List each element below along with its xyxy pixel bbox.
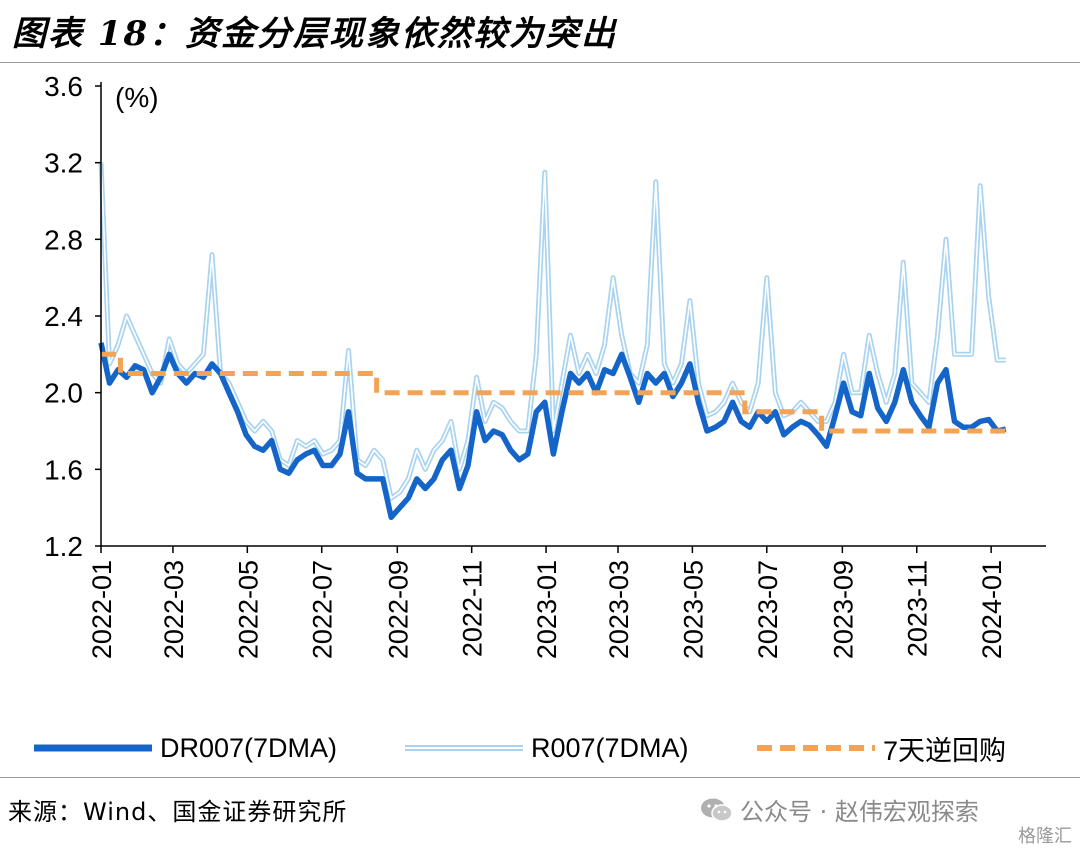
legend-label-reverse-repo: 7天逆回购 (883, 735, 1007, 766)
legend-label-dr007: DR007(7DMA) (160, 732, 338, 763)
series-r007-line (98, 162, 1006, 501)
x-tick-label: 2023-05 (678, 560, 708, 659)
x-tick-label: 2024-01 (977, 560, 1007, 659)
watermark: 公众号 · 赵伟宏观探索 (700, 792, 979, 827)
x-tick-label: 2022-03 (159, 560, 189, 659)
title-divider (0, 62, 1080, 63)
series-r007-inner (100, 162, 1006, 499)
corner-logo: 格隆汇 (1018, 826, 1072, 847)
x-tick-label: 2023-01 (532, 560, 562, 659)
y-tick-label: 2.0 (44, 378, 83, 409)
x-tick-label: 2022-05 (233, 560, 263, 659)
y-tick-label: 1.6 (44, 454, 83, 485)
legend-swatch-reverse-repo (757, 745, 875, 751)
x-tick-label: 2023-11 (903, 560, 933, 657)
x-tick-label: 2023-03 (604, 560, 634, 659)
plot-lines (98, 162, 1007, 521)
legend-swatch-r007 (405, 745, 523, 751)
line-chart: 1.2 1.6 2.0 2.4 2.8 3.2 3.6 2022-01 2022-03 2022-… (44, 71, 1046, 659)
y-tick-label: 3.6 (44, 71, 83, 102)
x-tick-label: 2023-09 (828, 560, 858, 659)
x-tick-label: 2022-11 (458, 560, 488, 657)
axes: 1.2 1.6 2.0 2.4 2.8 3.2 3.6 2022-01 2022-03 2022-… (44, 71, 1046, 659)
series-dr007-line (98, 342, 1007, 521)
figure-title: 图表 18：资金分层现象依然较为突出 (12, 14, 618, 54)
y-tick-label: 2.8 (44, 224, 83, 255)
y-tick-label: 1.2 (44, 531, 83, 562)
legend-item-dr007: DR007(7DMA) (34, 728, 337, 768)
x-tick-label: 2022-09 (383, 560, 413, 659)
wechat-icon (700, 797, 734, 823)
y-tick-label: 2.4 (44, 301, 83, 332)
x-tick-label: 2022-01 (87, 560, 117, 659)
series-reverse-repo-line (101, 351, 1006, 434)
legend-item-r007: R007(7DMA) (405, 728, 689, 768)
y-axis-unit-label: (%) (115, 82, 159, 113)
legend-item-reverse-repo: 7天逆回购 (757, 728, 1006, 768)
source-divider (0, 777, 1080, 778)
x-tick-label: 2022-07 (308, 560, 338, 659)
legend-swatch-dr007 (34, 744, 152, 752)
watermark-text: 公众号 · 赵伟宏观探索 (740, 798, 979, 826)
x-tick-label: 2023-07 (753, 560, 783, 659)
y-tick-label: 3.2 (44, 148, 83, 179)
legend-label-r007: R007(7DMA) (531, 732, 689, 763)
source-note: 来源：Wind、国金证券研究所 (8, 798, 348, 826)
legend: DR007(7DMA) R007(7DMA) 7天逆回购 (0, 728, 1080, 768)
